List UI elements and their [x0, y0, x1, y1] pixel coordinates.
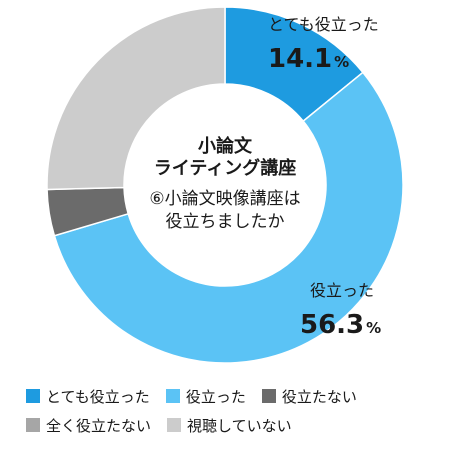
data-value-number: 56.3	[300, 310, 365, 340]
chart-title: 小論文 ライティング講座	[120, 136, 330, 180]
legend-item: 役立たない	[261, 386, 357, 407]
legend-label: 役立たない	[281, 387, 357, 406]
chart-question-line: ⑥小論文映像講座は	[149, 189, 301, 209]
legend-item: 全く役立たない	[26, 415, 151, 436]
data-value-very-useful: 14.1%	[268, 46, 349, 72]
legend-label: 全く役立たない	[46, 416, 152, 435]
chart-question: ⑥小論文映像講座は 役立ちましたか	[115, 188, 335, 234]
legend-item: とても役立った	[26, 386, 150, 407]
legend-swatch	[26, 418, 40, 432]
legend-swatch	[167, 418, 182, 432]
chart-question-line: 役立ちましたか	[165, 212, 285, 232]
data-label-useful: 役立った	[310, 281, 375, 300]
legend-label: とても役立った	[46, 387, 150, 406]
legend-item: 役立った	[165, 386, 246, 407]
legend-row: とても役立った 役立った 役立たない	[26, 385, 373, 407]
data-value-unit: %	[366, 319, 382, 337]
data-label-very-useful: とても役立った	[268, 15, 379, 34]
legend-label: 役立った	[185, 387, 246, 406]
chart-title-line: ライティング講座	[153, 158, 297, 179]
donut-slice-2	[53, 71, 404, 364]
data-value-useful: 56.3%	[300, 312, 381, 338]
legend-swatch	[261, 389, 276, 403]
data-value-number: 14.1	[268, 44, 333, 74]
legend-label: 視聴していない	[187, 416, 292, 435]
legend-swatch	[165, 389, 180, 403]
donut-slices	[46, 6, 404, 364]
legend-item: 視聴していない	[167, 415, 292, 436]
data-value-unit: %	[334, 53, 350, 71]
legend-row: 全く役立たない 視聴していない	[26, 414, 308, 436]
donut-slice-5	[46, 6, 226, 191]
legend-swatch	[26, 389, 40, 403]
chart-title-line: 小論文	[198, 136, 252, 157]
